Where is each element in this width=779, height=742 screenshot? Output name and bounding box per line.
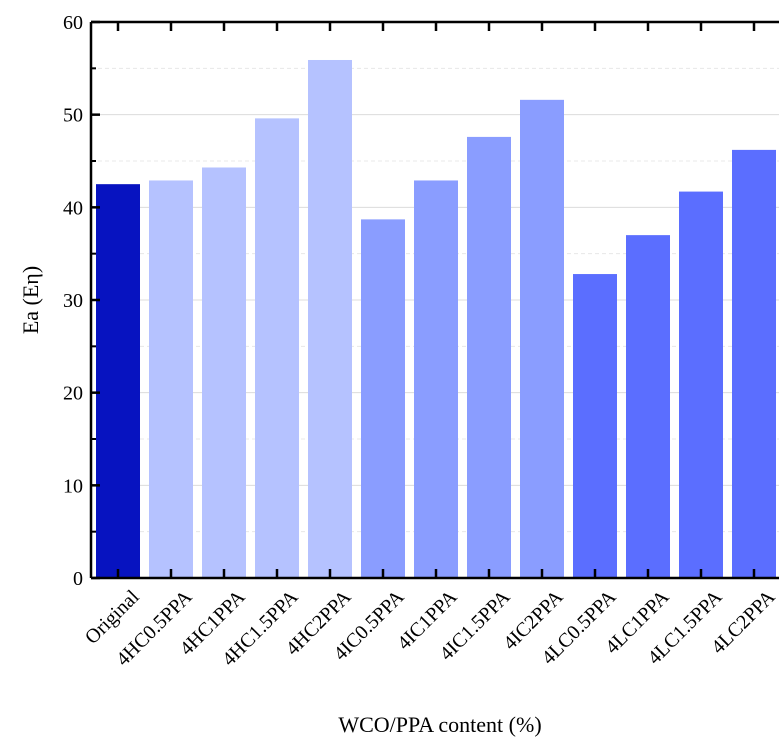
- y-tick-label: 0: [73, 568, 83, 590]
- bar: [308, 59, 352, 578]
- bar: [414, 180, 458, 578]
- bar: [467, 136, 511, 578]
- y-tick-label: 10: [63, 475, 83, 497]
- bar: [149, 180, 193, 578]
- y-axis-title: Ea (Eη): [18, 266, 43, 334]
- bar: [255, 118, 299, 578]
- y-tick-label: 40: [63, 197, 83, 219]
- bar: [520, 99, 564, 578]
- bar: [626, 235, 670, 578]
- bar: [679, 191, 723, 578]
- bar: [361, 219, 405, 578]
- y-tick-label: 20: [63, 383, 83, 405]
- bar: [732, 149, 776, 578]
- y-tick-label: 30: [63, 290, 83, 312]
- y-tick-label: 60: [63, 12, 83, 34]
- bar: [96, 184, 140, 578]
- bar: [202, 167, 246, 578]
- bar: [573, 274, 617, 578]
- x-axis-title: WCO/PPA content (%): [338, 712, 541, 737]
- bars: [96, 59, 776, 578]
- y-tick-label: 50: [63, 105, 83, 127]
- y-ticks: 0 10 20 30 40 50 60: [63, 12, 100, 590]
